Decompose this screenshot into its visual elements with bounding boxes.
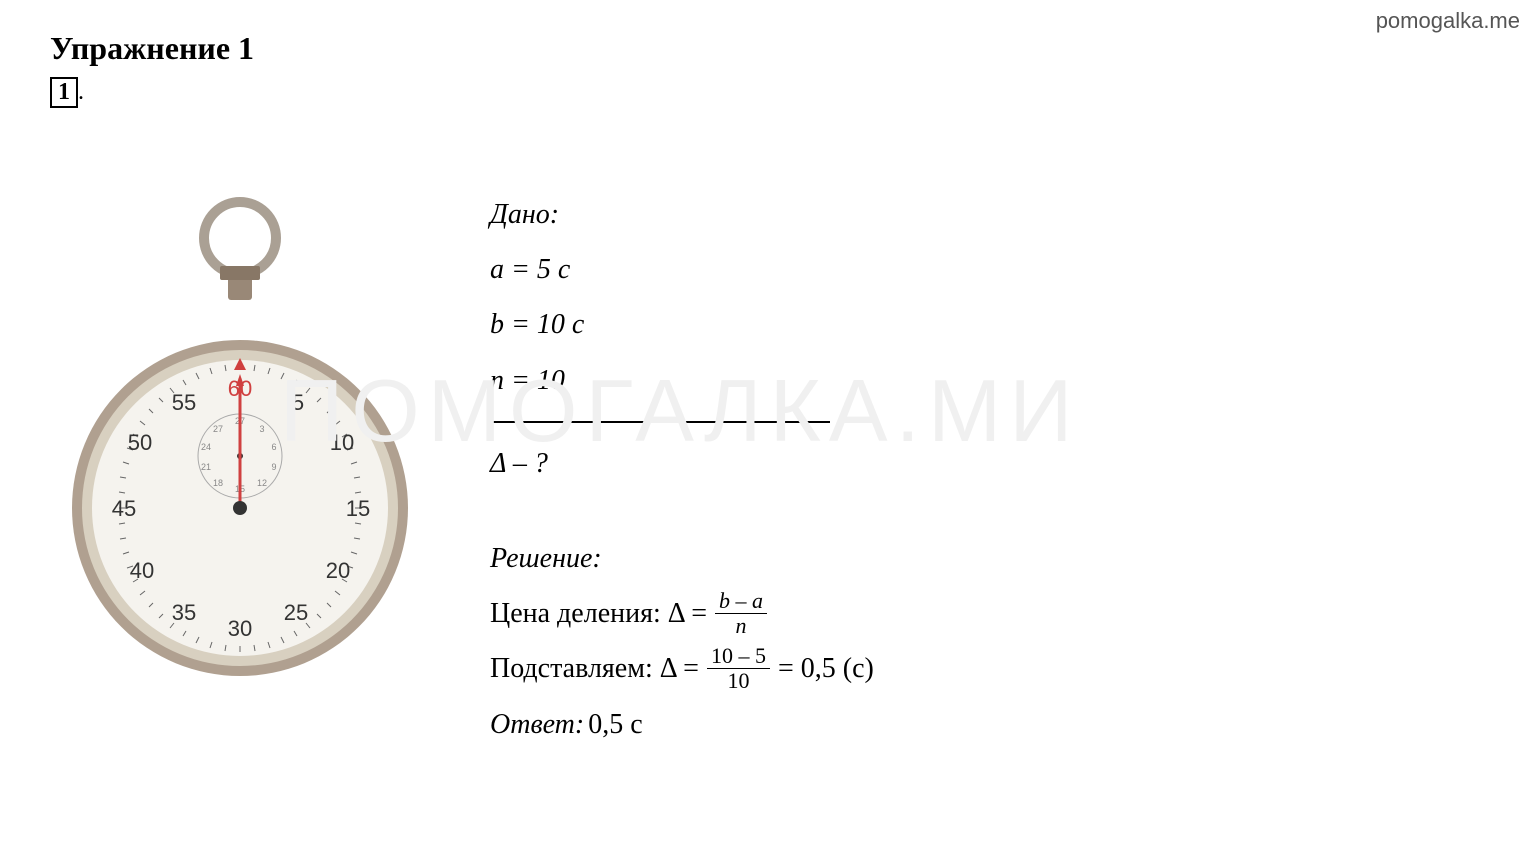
given-label: Дано: [490, 188, 1482, 241]
svg-text:50: 50 [128, 430, 152, 455]
fraction-formula: b – a n [715, 589, 767, 638]
svg-text:35: 35 [172, 600, 196, 625]
unknown-label: Δ – ? [490, 437, 1482, 490]
given-a: a = 5 с [490, 243, 1482, 296]
solution-label: Решение: [490, 532, 1482, 585]
svg-text:12: 12 [257, 478, 267, 488]
given-b: b = 10 с [490, 298, 1482, 351]
math-content: Дано: a = 5 с b = 10 с n = 10 Δ – ? Реше… [490, 188, 1482, 753]
svg-text:20: 20 [326, 558, 350, 583]
problem-number-box: 1 [50, 77, 78, 108]
problem-number-period: . [78, 79, 84, 105]
svg-text:40: 40 [130, 558, 154, 583]
scale-division-text: Цена деления: Δ = [490, 587, 707, 640]
problem-number-row: 1. [50, 77, 1482, 108]
svg-text:21: 21 [201, 462, 211, 472]
answer-value: 0,5 с [588, 698, 642, 751]
substitute-text: Подставляем: Δ = [490, 642, 699, 695]
svg-text:18: 18 [213, 478, 223, 488]
stopwatch-image: 60 5 10 15 20 25 30 35 40 45 50 55 27 3 … [50, 188, 430, 728]
svg-text:5: 5 [292, 390, 304, 415]
svg-text:9: 9 [271, 462, 276, 472]
result-value: = 0,5 (с) [778, 642, 874, 695]
svg-text:25: 25 [284, 600, 308, 625]
fraction-numeric: 10 – 5 10 [707, 644, 770, 693]
divider-line [490, 421, 830, 423]
svg-text:10: 10 [330, 430, 354, 455]
solution-line-2: Подставляем: Δ = 10 – 5 10 = 0,5 (с) [490, 642, 1482, 695]
answer-label: Ответ: [490, 698, 584, 751]
content-area: 60 5 10 15 20 25 30 35 40 45 50 55 27 3 … [50, 188, 1482, 753]
solution-line-1: Цена деления: Δ = b – a n [490, 587, 1482, 640]
svg-text:6: 6 [271, 442, 276, 452]
svg-text:45: 45 [112, 496, 136, 521]
svg-text:24: 24 [201, 442, 211, 452]
svg-text:15: 15 [346, 496, 370, 521]
watermark-top-right: pomogalka.me [1376, 8, 1520, 34]
svg-text:55: 55 [172, 390, 196, 415]
svg-text:30: 30 [228, 616, 252, 641]
stopwatch-svg: 60 5 10 15 20 25 30 35 40 45 50 55 27 3 … [70, 188, 410, 728]
answer-line: Ответ: 0,5 с [490, 698, 1482, 751]
exercise-heading: Упражнение 1 [50, 30, 1482, 67]
svg-text:3: 3 [259, 424, 264, 434]
given-n: n = 10 [490, 354, 1482, 407]
svg-text:27: 27 [213, 424, 223, 434]
